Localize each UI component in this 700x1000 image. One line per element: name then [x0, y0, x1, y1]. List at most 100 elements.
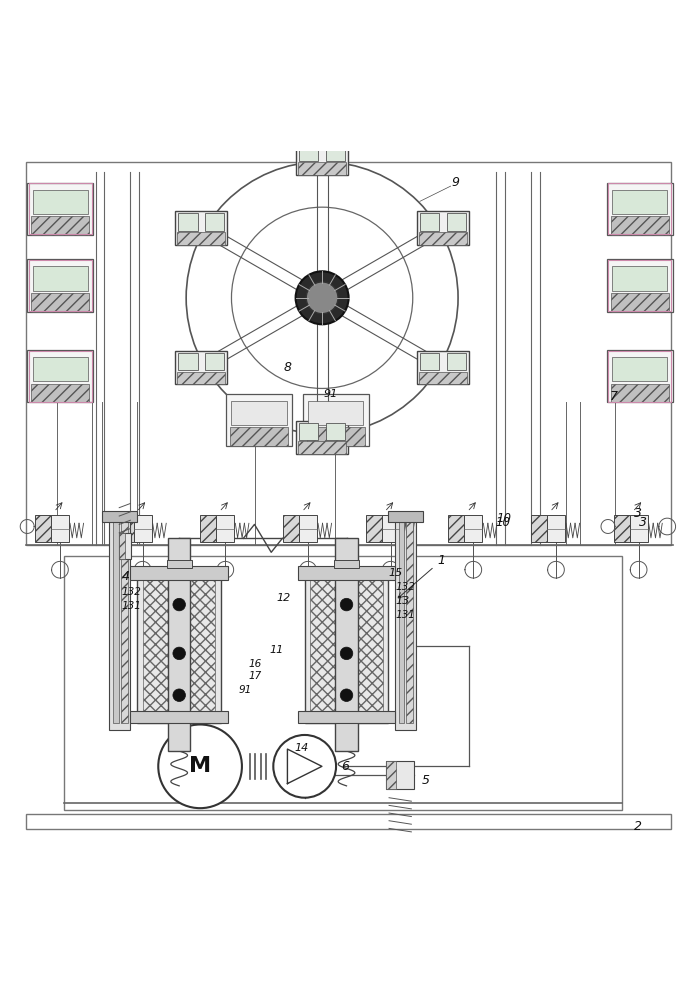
- Bar: [448, 515, 464, 542]
- Bar: [64, 556, 622, 810]
- Bar: [226, 394, 292, 446]
- Bar: [607, 183, 673, 235]
- Bar: [334, 560, 359, 568]
- Bar: [386, 761, 414, 789]
- Bar: [109, 514, 130, 730]
- Bar: [29, 260, 92, 311]
- Bar: [168, 538, 190, 751]
- Bar: [447, 213, 466, 231]
- Bar: [395, 514, 416, 730]
- Bar: [419, 232, 467, 245]
- Bar: [382, 515, 400, 542]
- Text: 132: 132: [395, 582, 415, 592]
- Text: 91: 91: [323, 389, 338, 399]
- Text: 7: 7: [610, 390, 617, 403]
- Text: 2: 2: [634, 820, 642, 833]
- Circle shape: [173, 647, 186, 660]
- Bar: [130, 566, 228, 580]
- Bar: [178, 353, 197, 370]
- Bar: [26, 814, 671, 829]
- Bar: [389, 511, 424, 522]
- Text: 10: 10: [495, 516, 510, 529]
- Bar: [178, 213, 197, 231]
- Text: 16: 16: [249, 659, 262, 669]
- Bar: [612, 190, 667, 214]
- Bar: [130, 711, 228, 723]
- Bar: [175, 351, 228, 384]
- Text: 3: 3: [639, 516, 648, 529]
- Text: 13: 13: [395, 596, 409, 606]
- Bar: [607, 350, 673, 402]
- Bar: [612, 266, 667, 291]
- Text: 131: 131: [395, 610, 415, 620]
- Bar: [420, 213, 439, 231]
- Text: 91: 91: [239, 685, 252, 695]
- Bar: [137, 570, 221, 723]
- Bar: [629, 515, 648, 542]
- Circle shape: [295, 271, 349, 324]
- Bar: [29, 351, 92, 402]
- Bar: [118, 533, 125, 559]
- Bar: [299, 423, 318, 440]
- Bar: [118, 515, 134, 542]
- Bar: [386, 761, 396, 789]
- Text: 11: 11: [270, 645, 284, 655]
- Circle shape: [340, 689, 353, 701]
- Bar: [102, 511, 137, 522]
- Bar: [113, 521, 118, 723]
- Bar: [200, 515, 216, 542]
- Bar: [298, 162, 346, 175]
- Text: M: M: [189, 756, 211, 776]
- Circle shape: [306, 282, 338, 314]
- Bar: [420, 353, 439, 370]
- Text: 6: 6: [341, 760, 349, 773]
- Bar: [365, 515, 382, 542]
- Bar: [416, 351, 469, 384]
- Bar: [310, 573, 383, 720]
- Bar: [547, 515, 565, 542]
- Bar: [464, 515, 482, 542]
- Bar: [283, 515, 299, 542]
- Bar: [143, 573, 216, 720]
- Bar: [230, 427, 288, 446]
- Text: 15: 15: [389, 568, 402, 578]
- Bar: [35, 515, 51, 542]
- Bar: [416, 211, 469, 245]
- Text: 5: 5: [422, 774, 430, 787]
- Circle shape: [340, 647, 353, 660]
- Bar: [216, 515, 235, 542]
- Bar: [608, 351, 671, 402]
- Text: 12: 12: [276, 593, 291, 603]
- Circle shape: [273, 735, 336, 798]
- Bar: [611, 384, 668, 402]
- Bar: [299, 144, 318, 161]
- Bar: [134, 515, 152, 542]
- Circle shape: [173, 689, 186, 701]
- Bar: [32, 293, 89, 312]
- Bar: [608, 183, 671, 234]
- Text: 1: 1: [398, 554, 445, 598]
- Bar: [26, 162, 671, 545]
- Bar: [27, 183, 93, 235]
- Bar: [304, 570, 389, 723]
- Text: 9: 9: [451, 176, 459, 189]
- Bar: [298, 566, 396, 580]
- Text: 14: 14: [294, 743, 309, 753]
- Bar: [27, 259, 93, 312]
- Bar: [531, 515, 547, 542]
- Text: 132: 132: [121, 587, 141, 597]
- Bar: [326, 423, 345, 440]
- Bar: [32, 216, 89, 235]
- Bar: [33, 190, 88, 214]
- Bar: [302, 394, 369, 446]
- Circle shape: [158, 725, 242, 808]
- Bar: [120, 521, 127, 723]
- Bar: [177, 372, 225, 384]
- Bar: [296, 421, 349, 454]
- Bar: [407, 521, 414, 723]
- Bar: [27, 350, 93, 402]
- Bar: [613, 515, 629, 542]
- Bar: [29, 183, 92, 234]
- Bar: [175, 211, 228, 245]
- Bar: [611, 216, 668, 235]
